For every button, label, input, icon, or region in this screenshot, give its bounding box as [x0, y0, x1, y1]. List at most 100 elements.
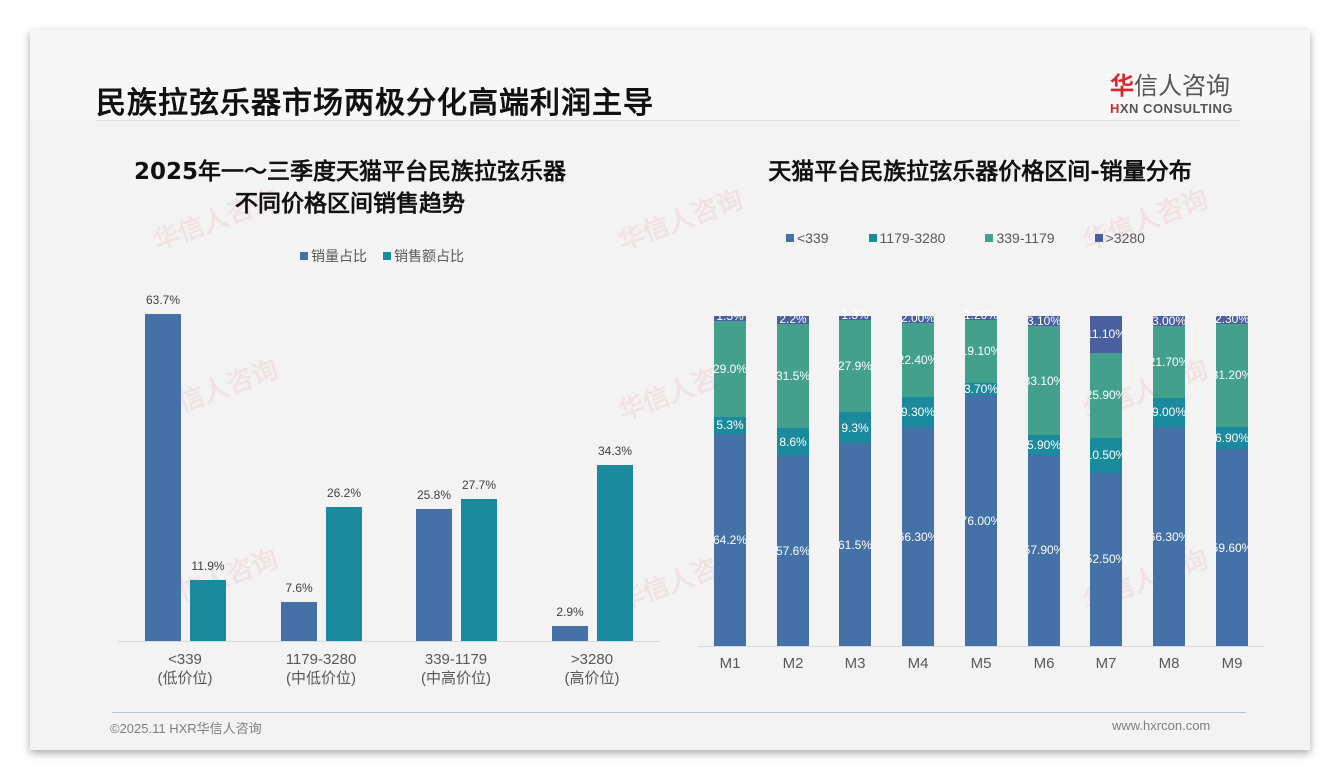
left-chart-title: 2025年一～三季度天猫平台民族拉弦乐器 不同价格区间销售趋势 [100, 156, 600, 220]
segment-lt339 [1090, 472, 1122, 646]
stacked-bar-M9: 59.60% 6.90% 31.20% 2.30% [1216, 312, 1248, 646]
segment-r1179 [902, 396, 934, 428]
legend-label: 339-1179 [996, 230, 1055, 246]
segment-r1179 [839, 412, 871, 444]
category-tier: (高价位) [564, 670, 620, 687]
segment-value-label: 33.10% [1023, 373, 1065, 388]
segment-value-label: 1.3% [841, 308, 869, 323]
left-chart-title-line1: 2025年一～三季度天猫平台民族拉弦乐器 [133, 159, 566, 185]
logo-en-rest: XN CONSULTING [1119, 101, 1234, 116]
slide: 民族拉弦乐器市场两极分化高端利润主导 华信人咨询 HXN CONSULTING … [30, 30, 1310, 750]
segment-lt339 [777, 455, 809, 646]
left-x-axis [118, 641, 660, 642]
bar-amount [461, 498, 497, 641]
segment-r339 [839, 320, 871, 413]
bar-value-label: 27.7% [461, 477, 497, 492]
bar-value-label: 11.9% [191, 558, 225, 573]
segment-gt3280 [1216, 316, 1248, 324]
legend-label: 销售额占比 [394, 248, 464, 264]
segment-value-label: 61.5% [837, 537, 873, 552]
segment-value-label: 57.90% [1023, 543, 1065, 558]
bar-value-label: 34.3% [597, 443, 633, 458]
segment-r339 [714, 320, 746, 417]
bar-volume [281, 601, 317, 641]
segment-value-label: 9.3% [841, 420, 869, 435]
segment-value-label: 9.30% [900, 404, 936, 419]
month-label: M3 [844, 655, 866, 672]
segment-value-label: 8.6% [779, 434, 807, 449]
logo-en: HXN CONSULTING [1110, 101, 1233, 116]
legend-item-1179-3280: 1179-3280 [868, 230, 945, 246]
page-title: 民族拉弦乐器市场两极分化高端利润主导 [96, 86, 654, 121]
segment-gt3280 [777, 316, 809, 324]
segment-value-label: 3.00% [1151, 313, 1187, 328]
category-label: 339-1179 (中高价位) [396, 650, 516, 688]
legend-item-339-1179: 339-1179 [985, 230, 1055, 246]
segment-r339 [1028, 326, 1060, 436]
bar-volume [552, 626, 588, 641]
right-x-axis [698, 646, 1264, 647]
segment-value-label: 59.60% [1211, 540, 1253, 555]
stacked-bar-M7: 52.50% 10.50% 25.90% 11.10% [1090, 316, 1122, 646]
stacked-bar-M8: 66.30% 9.00% 21.70% 3.00% [1153, 314, 1185, 646]
segment-value-label: 66.30% [1148, 529, 1190, 544]
title-divider [96, 120, 1240, 121]
bar-amount [190, 579, 226, 641]
segment-value-label: 3.70% [963, 382, 999, 397]
legend-label: >3280 [1105, 230, 1145, 246]
legend-label: <339 [797, 230, 829, 246]
segment-value-label: 3.10% [1026, 314, 1062, 329]
segment-gt3280 [1153, 316, 1185, 326]
month-label: M1 [719, 655, 741, 672]
category-tier: (低价位) [157, 670, 213, 687]
month-label: M7 [1095, 655, 1117, 672]
category-tier: (中低价位) [286, 670, 356, 687]
segment-r1179 [714, 416, 746, 435]
segment-r339 [1090, 352, 1122, 439]
legend-item-volume: 销量占比 [300, 246, 367, 266]
legend-label: 销量占比 [311, 248, 367, 264]
segment-value-label: 2.2% [779, 311, 807, 326]
segment-value-label: 19.10% [960, 344, 1002, 359]
footer-copyright: ©2025.11 HXR华信人咨询 [110, 721, 262, 736]
segment-value-label: 22.40% [897, 352, 939, 367]
bar-value-label: 63.7% [145, 293, 181, 307]
stacked-bar-M3: 61.5% 9.3% 27.9% 1.3% [839, 308, 871, 646]
month-label: M5 [970, 655, 992, 672]
logo-cn: 华信人咨询 [1110, 66, 1233, 101]
left-chart-title-line2: 不同价格区间销售趋势 [235, 191, 465, 217]
segment-value-label: 6.90% [1214, 430, 1250, 445]
category-label: >3280 (高价位) [532, 650, 652, 688]
segment-value-label: 10.50% [1085, 448, 1127, 463]
bar-value-label: 7.6% [285, 580, 313, 595]
segment-r339 [965, 319, 997, 383]
bar-amount [597, 464, 633, 641]
legend-swatch [383, 252, 391, 260]
segment-gt3280 [902, 316, 934, 323]
stacked-bar-M1: 64.2% 5.3% 29.0% 1.5% [714, 309, 746, 646]
month-label: M2 [782, 655, 804, 672]
segment-r339 [1216, 323, 1248, 427]
segment-lt339 [714, 434, 746, 646]
bar-amount [326, 506, 362, 641]
segment-value-label: 2.30% [1214, 311, 1250, 326]
segment-r339 [1153, 325, 1185, 398]
category-label: 1179-3280 (中低价位) [261, 650, 381, 688]
legend-swatch [300, 252, 308, 260]
left-legend: 销量占比 销售额占比 [300, 246, 464, 266]
legend-swatch [868, 234, 877, 242]
bar-value-label: 26.2% [326, 485, 362, 500]
stacked-bar-M6: 57.90% 5.90% 33.10% 3.10% [1028, 314, 1060, 646]
segment-value-label: 25.90% [1085, 388, 1127, 403]
logo: 华信人咨询 HXN CONSULTING [1110, 66, 1233, 116]
month-label: M9 [1221, 655, 1243, 672]
logo-en-red: H [1110, 101, 1120, 116]
segment-r1179 [1216, 426, 1248, 450]
watermark: 华信人咨询 [1079, 184, 1213, 258]
segment-value-label: 5.3% [716, 418, 744, 433]
segment-lt339 [965, 395, 997, 646]
segment-r339 [777, 323, 809, 428]
category-label: <339 (低价位) [125, 650, 245, 688]
segment-lt339 [1216, 449, 1248, 646]
bar-volume [416, 508, 452, 641]
